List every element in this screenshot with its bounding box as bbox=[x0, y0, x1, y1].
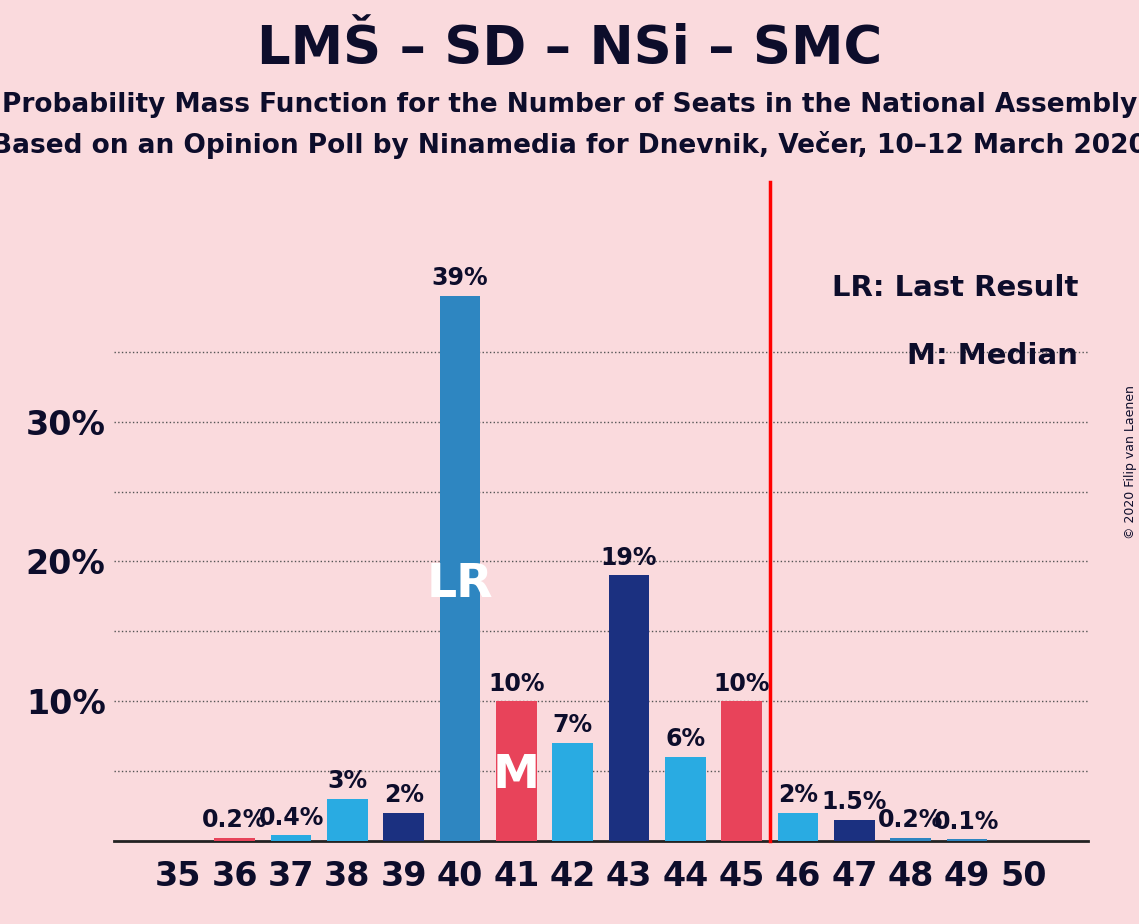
Bar bbox=[721, 701, 762, 841]
Text: M: Median: M: Median bbox=[907, 343, 1077, 371]
Text: 1.5%: 1.5% bbox=[821, 790, 887, 814]
Text: 10%: 10% bbox=[713, 672, 770, 696]
Bar bbox=[947, 839, 988, 841]
Text: 0.1%: 0.1% bbox=[934, 809, 1000, 833]
Bar bbox=[552, 743, 593, 841]
Text: Based on an Opinion Poll by Ninamedia for Dnevnik, Večer, 10–12 March 2020: Based on an Opinion Poll by Ninamedia fo… bbox=[0, 131, 1139, 159]
Text: © 2020 Filip van Laenen: © 2020 Filip van Laenen bbox=[1124, 385, 1137, 539]
Bar bbox=[497, 701, 536, 841]
Text: 0.2%: 0.2% bbox=[878, 808, 943, 833]
Bar bbox=[271, 835, 311, 841]
Bar bbox=[608, 576, 649, 841]
Text: LMŠ – SD – NSi – SMC: LMŠ – SD – NSi – SMC bbox=[257, 23, 882, 75]
Text: 10%: 10% bbox=[489, 672, 544, 696]
Bar bbox=[214, 838, 255, 841]
Text: 39%: 39% bbox=[432, 266, 489, 290]
Bar bbox=[384, 813, 424, 841]
Text: 0.2%: 0.2% bbox=[202, 808, 268, 833]
Bar bbox=[665, 757, 705, 841]
Text: 0.4%: 0.4% bbox=[259, 806, 323, 830]
Bar bbox=[891, 838, 931, 841]
Text: LR: Last Result: LR: Last Result bbox=[831, 274, 1077, 302]
Text: Probability Mass Function for the Number of Seats in the National Assembly: Probability Mass Function for the Number… bbox=[2, 92, 1137, 118]
Text: 2%: 2% bbox=[778, 784, 818, 808]
Text: 3%: 3% bbox=[327, 770, 368, 794]
Bar bbox=[834, 820, 875, 841]
Text: M: M bbox=[493, 753, 540, 797]
Bar bbox=[778, 813, 818, 841]
Text: 6%: 6% bbox=[665, 727, 705, 751]
Bar bbox=[327, 799, 368, 841]
Text: 7%: 7% bbox=[552, 713, 592, 737]
Text: LR: LR bbox=[427, 562, 493, 607]
Text: 19%: 19% bbox=[600, 546, 657, 570]
Text: 2%: 2% bbox=[384, 784, 424, 808]
Bar bbox=[440, 296, 481, 841]
